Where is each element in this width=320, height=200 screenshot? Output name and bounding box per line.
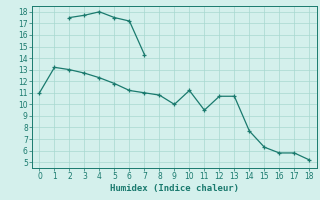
X-axis label: Humidex (Indice chaleur): Humidex (Indice chaleur) — [110, 184, 239, 193]
